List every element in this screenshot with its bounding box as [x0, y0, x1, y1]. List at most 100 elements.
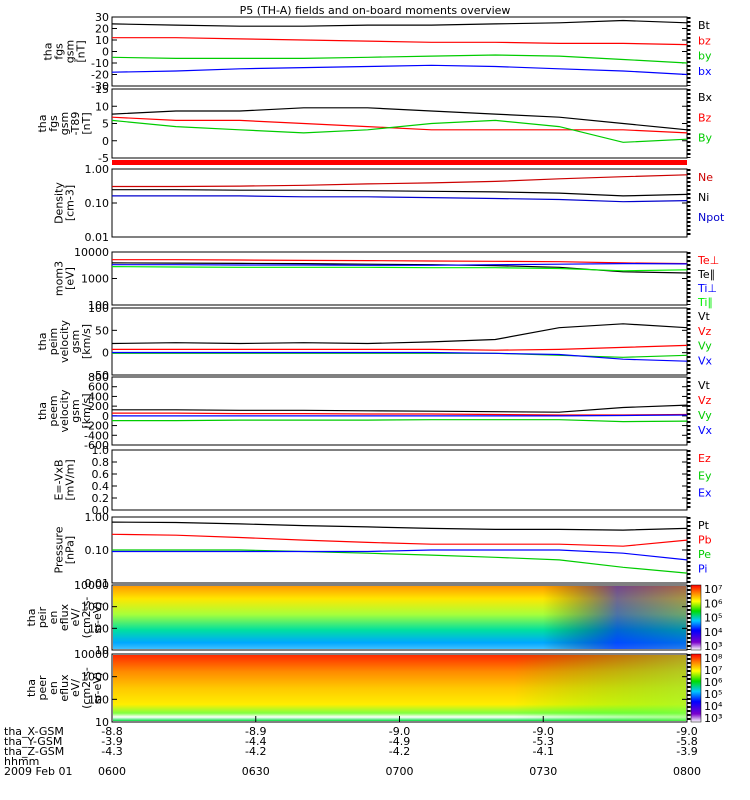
y-tick-label: 0.01	[85, 577, 110, 590]
y-axis-label: en	[47, 681, 60, 695]
ephemeris-value: -4.4	[245, 735, 266, 748]
colorbar-tick-label: 10⁷	[704, 583, 722, 596]
series-line-density-1	[112, 189, 688, 197]
legend-label: bx	[698, 65, 712, 78]
series-line-peim_vel-0	[111, 323, 688, 345]
y-tick-label: 10000	[74, 246, 109, 259]
colorbar-tick-label: 10⁶	[704, 597, 723, 610]
y-axis-label: tha	[36, 332, 49, 350]
y-tick-label: 0	[102, 135, 109, 148]
y-axis-label: fgs	[53, 43, 66, 60]
y-tick-label: -10	[91, 57, 109, 70]
y-tick-label: 10000	[74, 579, 109, 592]
y-axis-label: velocity	[58, 389, 71, 432]
ephemeris-value: -5.8	[676, 735, 697, 748]
colorbar-tick-label: 10⁸	[704, 652, 723, 665]
ephemeris-value: -4.2	[389, 745, 410, 758]
y-tick-label: 0.8	[92, 456, 110, 469]
y-tick-label: -400	[84, 429, 109, 442]
y-tick-label: 1000	[81, 601, 109, 614]
colorbar-tick-label: 10³	[704, 712, 722, 725]
y-axis-label: sr-eV)	[91, 672, 104, 704]
y-axis-label: -T89	[69, 112, 82, 136]
legend-label: Ey	[698, 469, 712, 482]
y-axis-label: eV/	[69, 679, 82, 697]
y-tick-label: 50	[95, 324, 109, 337]
y-tick-label: 10	[95, 100, 109, 113]
colorbar-peir_spec	[690, 584, 702, 651]
chart-title: P5 (TH-A) fields and on-board moments ov…	[240, 4, 511, 17]
panel-frame-fgs_t89	[111, 88, 688, 159]
ephemeris-value: -9.0	[533, 725, 554, 738]
y-tick-label: 1.00	[85, 163, 110, 176]
legend-label: Ez	[698, 452, 711, 465]
series-line-peem_vel-2	[112, 419, 688, 423]
legend-label: Vx	[698, 424, 713, 437]
series-line-fgs_t89-2	[111, 119, 688, 143]
y-axis-label: peir	[36, 606, 49, 628]
legend-label: Bz	[698, 111, 712, 124]
series-line-fgs-3	[111, 64, 688, 76]
y-tick-label: 10	[95, 34, 109, 47]
y-tick-label: 10000	[74, 648, 109, 661]
series-line-fgs-0	[111, 19, 688, 27]
legend-label: Ti∥	[697, 296, 713, 309]
date-label: 2009 Feb 01	[4, 765, 72, 778]
y-tick-label: 0	[102, 410, 109, 423]
legend-label: Pi	[698, 563, 707, 576]
panel-frame-peem_vel	[111, 376, 688, 446]
series-line-peim_vel-3	[112, 351, 688, 362]
ephemeris-value: -3.9	[101, 735, 122, 748]
series-line-peem_vel-1	[112, 412, 688, 416]
y-tick-label: 600	[88, 381, 109, 394]
legend-label: Vy	[698, 340, 712, 353]
panel-frame-peim_vel	[111, 307, 688, 376]
colorbar-tick-label: 10⁶	[704, 676, 723, 689]
legend-label: Pb	[698, 534, 712, 547]
series-line-temp-2	[112, 262, 688, 266]
y-tick-label: 10	[95, 716, 109, 729]
y-tick-label: 5	[102, 118, 109, 131]
y-axis-label: tha	[25, 679, 38, 697]
y-tick-label: -600	[84, 439, 109, 452]
y-axis-label: [cm-3]	[64, 185, 77, 221]
y-axis-label: [km/s]	[80, 324, 93, 359]
panel-frame-density	[111, 168, 688, 238]
ephemeris-value: -8.9	[245, 725, 266, 738]
y-axis-label: [nT]	[75, 40, 88, 62]
y-tick-label: 100	[88, 302, 109, 315]
legend-label: Ne	[698, 171, 713, 184]
legend-label: Vt	[698, 310, 711, 323]
x-tick-label: 0630	[242, 765, 270, 778]
spectrogram-overlay-peir_spec	[113, 586, 686, 649]
legend-label: by	[698, 50, 712, 63]
y-axis-label: en	[47, 611, 60, 625]
y-axis-label: gsm	[69, 399, 82, 422]
y-axis-label: tha	[25, 608, 38, 626]
ephemeris-value: -4.9	[389, 735, 410, 748]
legend-label: Pt	[698, 519, 710, 532]
ephemeris-value: -9.0	[676, 725, 697, 738]
series-line-peim_vel-2	[112, 352, 688, 358]
legend-label: Te∥	[697, 268, 715, 281]
legend-label: By	[698, 132, 713, 145]
ephemeris-value: -4.1	[533, 745, 554, 758]
ephemeris-value: -5.3	[533, 735, 554, 748]
series-line-peim_vel-1	[112, 344, 688, 351]
legend-label: Ti⊥	[697, 282, 717, 295]
y-axis-label: tha	[42, 42, 55, 60]
series-line-density-0	[112, 174, 688, 188]
y-axis-label: E=-VxB	[53, 459, 66, 500]
y-axis-label: [km/s]	[80, 393, 93, 428]
y-tick-label: -50	[91, 369, 109, 382]
y-axis-label: [mV/m]	[64, 459, 77, 500]
colorbar-peer_spec	[690, 653, 702, 723]
y-tick-label: -30	[91, 80, 109, 93]
y-axis-label: velocity	[58, 320, 71, 363]
legend-label: Ex	[698, 487, 712, 500]
y-tick-label: 0.10	[85, 197, 110, 210]
legend-label: Vt	[698, 379, 711, 392]
y-tick-label: 1.0	[92, 444, 110, 457]
y-tick-label: -200	[84, 420, 109, 433]
